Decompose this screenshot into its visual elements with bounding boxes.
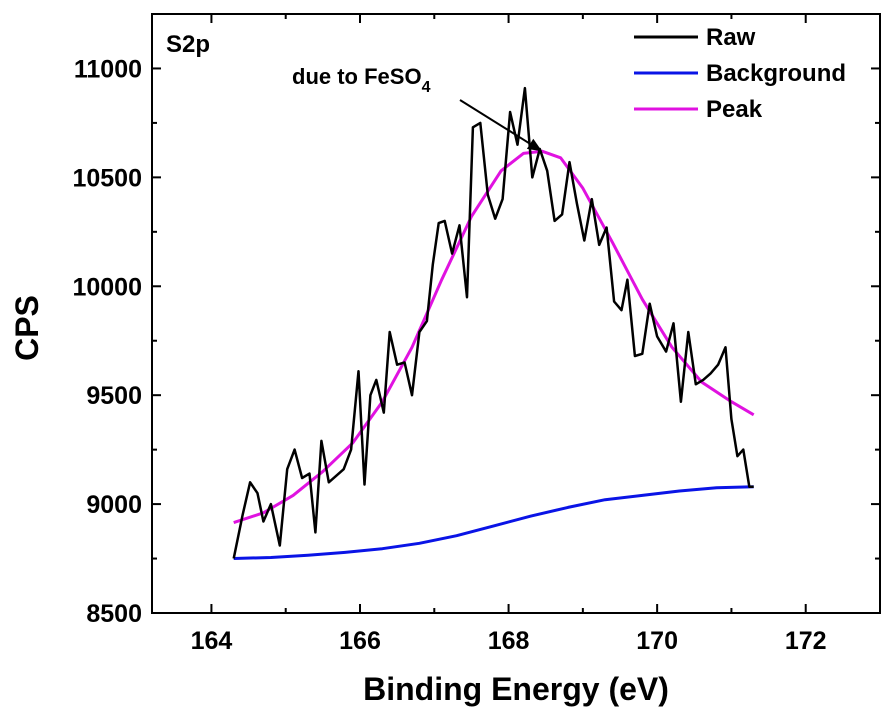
annotation-text: due to FeSO xyxy=(292,64,422,89)
x-tick-label: 172 xyxy=(785,627,827,655)
x-tick-label: 168 xyxy=(488,627,530,655)
legend-label-raw: Raw xyxy=(706,24,756,51)
y-tick-label: 9500 xyxy=(86,382,142,410)
series-line-peak xyxy=(233,149,755,525)
y-tick-label: 9000 xyxy=(86,491,142,519)
series-line-background xyxy=(233,485,754,560)
y-tick-label: 8500 xyxy=(86,600,142,628)
annotation-arrow-head xyxy=(526,138,542,152)
plot-frame xyxy=(151,13,881,614)
y-axis-title: CPS xyxy=(9,295,45,361)
x-tick-label: 166 xyxy=(339,627,381,655)
y-tick-label: 11000 xyxy=(74,55,142,83)
x-tick-label: 170 xyxy=(636,627,678,655)
annotation-arrow-line xyxy=(459,99,531,145)
panel-label: S2p xyxy=(166,31,210,58)
y-tick-label: 10500 xyxy=(72,164,142,192)
axis-layer: 164 166 168 170 172 8500 9000 9500 10000 10500 110… xyxy=(72,13,881,655)
series-line-raw xyxy=(232,86,754,559)
annotation-subscript: 4 xyxy=(422,79,431,96)
legend-label-background: Background xyxy=(706,60,846,87)
annotation: due to FeSO4 xyxy=(292,64,542,152)
legend: Raw Background Peak xyxy=(634,24,846,123)
legend-label-peak: Peak xyxy=(706,96,763,123)
y-tick-label: 10000 xyxy=(72,273,142,301)
plot-layer xyxy=(232,86,755,560)
x-tick-label: 164 xyxy=(191,627,233,655)
annotation-label: due to FeSO4 xyxy=(292,64,431,96)
x-axis-title: Binding Energy (eV) xyxy=(363,671,669,707)
